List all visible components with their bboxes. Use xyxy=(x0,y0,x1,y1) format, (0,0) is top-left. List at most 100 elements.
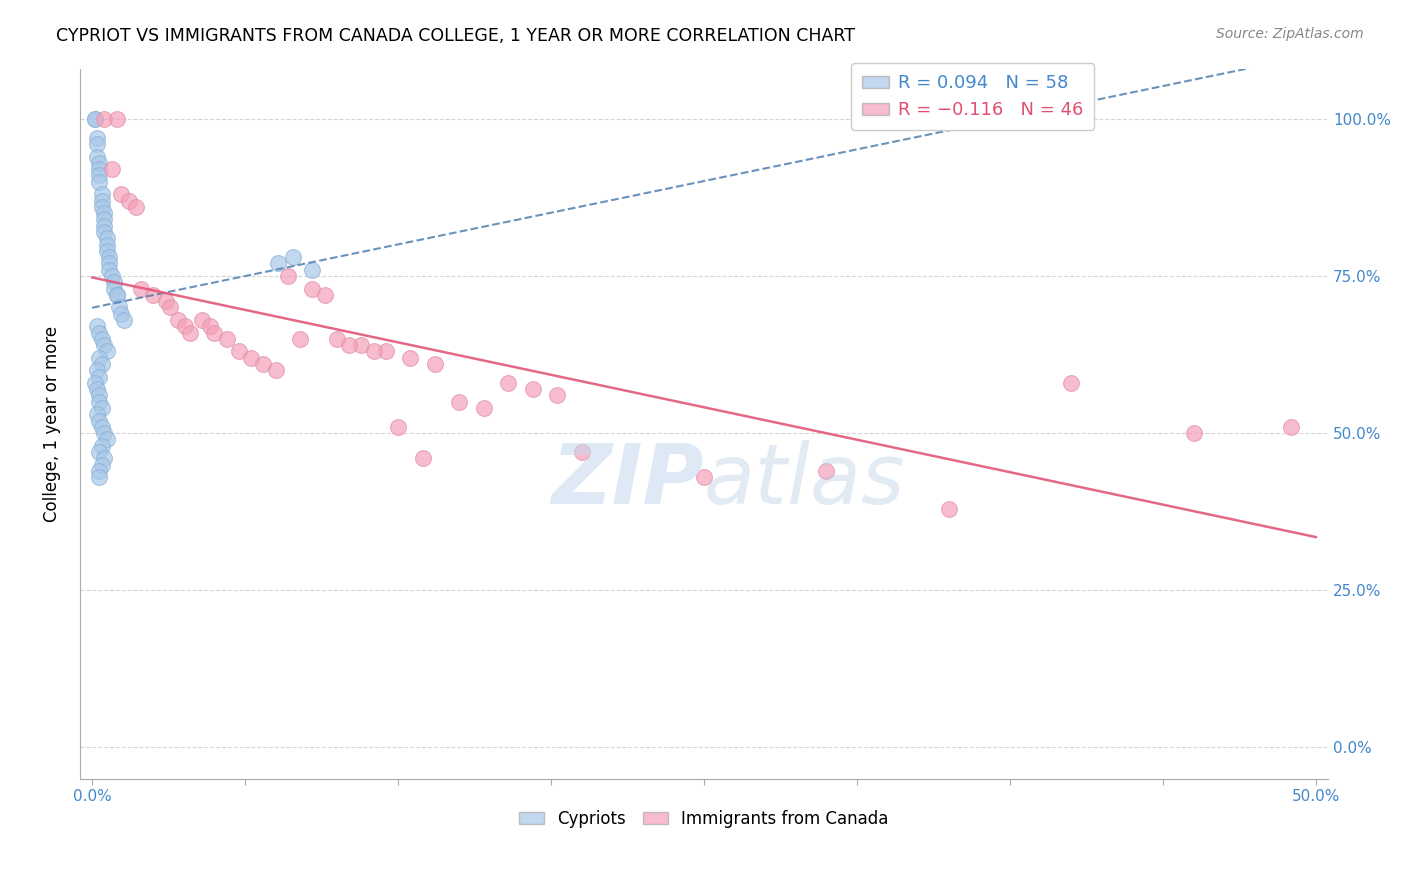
Point xyxy=(496,376,519,390)
Point xyxy=(89,413,111,427)
Point xyxy=(90,401,112,415)
Point xyxy=(142,288,165,302)
Point xyxy=(86,319,108,334)
Point xyxy=(90,332,112,346)
Point xyxy=(423,357,446,371)
Point xyxy=(350,338,373,352)
Point xyxy=(264,363,287,377)
Point xyxy=(179,326,201,340)
Point xyxy=(281,250,304,264)
Point xyxy=(1182,426,1205,441)
Point xyxy=(166,313,188,327)
Point xyxy=(191,313,214,327)
Point xyxy=(96,433,118,447)
Point xyxy=(240,351,263,365)
Point xyxy=(105,288,128,302)
Point xyxy=(89,162,111,177)
Point xyxy=(100,268,122,283)
Point xyxy=(277,268,299,283)
Point xyxy=(89,394,111,409)
Point xyxy=(387,420,409,434)
Point xyxy=(93,112,115,126)
Point xyxy=(1281,420,1303,434)
Text: CYPRIOT VS IMMIGRANTS FROM CANADA COLLEGE, 1 YEAR OR MORE CORRELATION CHART: CYPRIOT VS IMMIGRANTS FROM CANADA COLLEG… xyxy=(56,27,855,45)
Point xyxy=(98,262,121,277)
Point xyxy=(89,169,111,183)
Point xyxy=(571,445,593,459)
Point xyxy=(267,256,290,270)
Point xyxy=(93,219,115,233)
Point xyxy=(105,112,128,126)
Point xyxy=(96,231,118,245)
Point xyxy=(90,187,112,202)
Point xyxy=(89,326,111,340)
Point xyxy=(89,156,111,170)
Point xyxy=(98,256,121,270)
Y-axis label: College, 1 year or more: College, 1 year or more xyxy=(44,326,60,522)
Point xyxy=(118,194,141,208)
Point xyxy=(110,187,132,202)
Point xyxy=(93,225,115,239)
Point xyxy=(399,351,422,365)
Point xyxy=(472,401,495,415)
Point xyxy=(90,458,112,472)
Point xyxy=(93,206,115,220)
Point xyxy=(89,369,111,384)
Point xyxy=(105,288,128,302)
Point xyxy=(86,363,108,377)
Point xyxy=(89,351,111,365)
Point xyxy=(363,344,385,359)
Point xyxy=(215,332,238,346)
Point xyxy=(93,426,115,441)
Point xyxy=(83,112,105,126)
Point xyxy=(86,407,108,421)
Text: Source: ZipAtlas.com: Source: ZipAtlas.com xyxy=(1216,27,1364,41)
Point xyxy=(288,332,311,346)
Point xyxy=(86,382,108,396)
Point xyxy=(90,420,112,434)
Point xyxy=(83,376,105,390)
Point xyxy=(522,382,544,396)
Point xyxy=(326,332,349,346)
Point xyxy=(83,112,105,126)
Text: atlas: atlas xyxy=(704,440,905,521)
Point xyxy=(93,212,115,227)
Point xyxy=(96,344,118,359)
Point xyxy=(90,200,112,214)
Point xyxy=(155,294,177,309)
Point xyxy=(103,275,125,289)
Point xyxy=(228,344,250,359)
Text: ZIP: ZIP xyxy=(551,440,704,521)
Point xyxy=(112,313,135,327)
Point xyxy=(86,149,108,163)
Point xyxy=(110,307,132,321)
Point xyxy=(546,388,568,402)
Point xyxy=(89,445,111,459)
Point xyxy=(174,319,197,334)
Point xyxy=(815,464,838,478)
Point xyxy=(90,439,112,453)
Point xyxy=(89,470,111,484)
Point xyxy=(159,301,181,315)
Point xyxy=(90,194,112,208)
Point xyxy=(96,237,118,252)
Point xyxy=(198,319,221,334)
Point xyxy=(100,162,122,177)
Point xyxy=(108,301,131,315)
Point xyxy=(412,451,434,466)
Point xyxy=(93,338,115,352)
Point xyxy=(89,388,111,402)
Point xyxy=(98,250,121,264)
Point xyxy=(89,175,111,189)
Point xyxy=(96,244,118,258)
Legend: Cypriots, Immigrants from Canada: Cypriots, Immigrants from Canada xyxy=(513,803,896,835)
Point xyxy=(90,357,112,371)
Point xyxy=(301,262,323,277)
Point xyxy=(449,394,471,409)
Point xyxy=(103,281,125,295)
Point xyxy=(125,200,148,214)
Point xyxy=(314,288,336,302)
Point xyxy=(129,281,152,295)
Point xyxy=(374,344,396,359)
Point xyxy=(204,326,226,340)
